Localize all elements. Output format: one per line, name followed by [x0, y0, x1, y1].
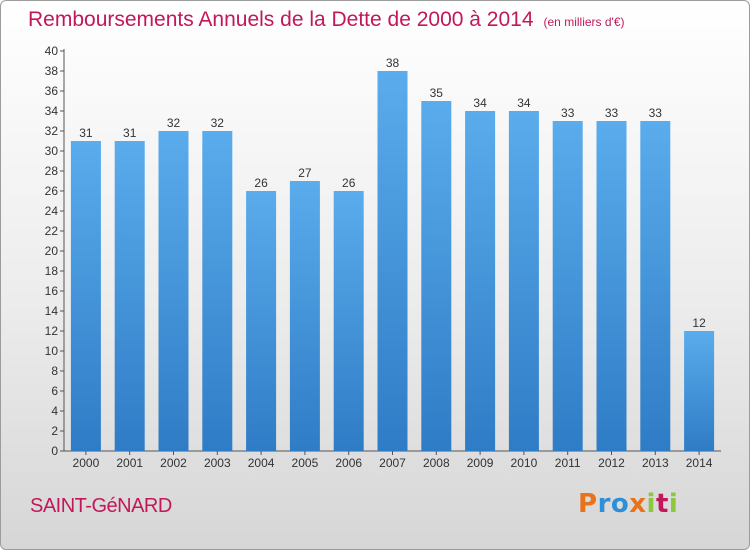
y-tick-label: 4	[51, 404, 58, 418]
bar	[421, 101, 452, 451]
brand-letter: r	[597, 489, 611, 519]
x-tick-label: 2001	[116, 456, 143, 470]
y-tick-label: 12	[45, 324, 59, 338]
bar	[202, 131, 233, 451]
bar	[158, 131, 189, 451]
brand-letter: o	[610, 489, 630, 519]
bar-value-label: 35	[430, 86, 444, 100]
y-tick-label: 26	[45, 184, 59, 198]
bar	[552, 121, 583, 451]
x-tick-label: 2010	[511, 456, 538, 470]
x-tick-label: 2003	[204, 456, 231, 470]
x-tick-label: 2005	[292, 456, 319, 470]
bar	[70, 141, 101, 451]
x-tick-label: 2011	[555, 456, 581, 470]
bar	[377, 71, 408, 451]
y-tick-label: 16	[45, 284, 59, 298]
y-tick-label: 36	[45, 84, 59, 98]
bar	[596, 121, 627, 451]
brand-letter: x	[629, 489, 647, 519]
y-tick-label: 24	[45, 204, 59, 218]
bar-value-label: 27	[298, 166, 312, 180]
y-tick-label: 20	[45, 244, 59, 258]
bar	[289, 181, 320, 451]
y-tick-label: 10	[45, 344, 59, 358]
bar-value-label: 31	[123, 126, 137, 140]
bar-value-label: 32	[167, 116, 181, 130]
brand-letter: i	[668, 489, 679, 519]
bar-value-label: 38	[386, 56, 400, 70]
chart-title-text: Remboursements Annuels de la Dette de 20…	[28, 8, 534, 31]
y-tick-label: 34	[45, 104, 59, 118]
y-tick-label: 18	[45, 264, 59, 278]
x-tick-label: 2004	[248, 456, 275, 470]
brand-letter: P	[578, 489, 598, 519]
y-tick-label: 28	[45, 164, 59, 178]
x-tick-label: 2008	[423, 456, 450, 470]
location-name: SAINT-GéNARD	[30, 495, 172, 517]
y-tick-label: 30	[45, 144, 59, 158]
y-tick-label: 32	[45, 124, 59, 138]
brand-letter: t	[655, 489, 669, 519]
x-tick-label: 2007	[379, 456, 406, 470]
x-tick-label: 2000	[73, 456, 100, 470]
y-tick-label: 14	[45, 304, 59, 318]
x-tick-label: 2009	[467, 456, 494, 470]
bar-value-label: 33	[649, 106, 663, 120]
chart-title: Remboursements Annuels de la Dette de 20…	[28, 8, 625, 32]
bar-value-label: 32	[211, 116, 225, 130]
y-tick-label: 38	[45, 64, 59, 78]
unit-note: (en milliers d'€)	[543, 15, 625, 29]
y-tick-label: 2	[51, 424, 58, 438]
bar	[508, 111, 539, 451]
bar	[684, 331, 715, 451]
x-tick-label: 2014	[686, 456, 713, 470]
y-tick-label: 6	[51, 384, 58, 398]
brand-logo: Proxiti	[578, 489, 678, 519]
bar	[246, 191, 277, 451]
y-tick-label: 8	[51, 364, 58, 378]
x-tick-label: 2012	[598, 456, 625, 470]
bar-value-label: 34	[517, 96, 531, 110]
bar-value-label: 12	[692, 316, 706, 330]
y-tick-label: 40	[45, 44, 59, 58]
bar	[333, 191, 364, 451]
y-tick-label: 22	[45, 224, 59, 238]
bar-value-label: 33	[561, 106, 575, 120]
bar-value-label: 33	[605, 106, 619, 120]
bar	[114, 141, 145, 451]
bar-value-label: 34	[473, 96, 487, 110]
y-tick-label: 0	[51, 444, 58, 458]
bar-value-label: 26	[342, 176, 356, 190]
x-tick-label: 2006	[335, 456, 362, 470]
brand-letter: i	[646, 489, 656, 519]
bar-value-label: 26	[254, 176, 268, 190]
bar	[465, 111, 496, 451]
bar	[640, 121, 671, 451]
bar-value-label: 31	[79, 126, 93, 140]
x-tick-label: 2002	[160, 456, 187, 470]
x-tick-label: 2013	[642, 456, 669, 470]
